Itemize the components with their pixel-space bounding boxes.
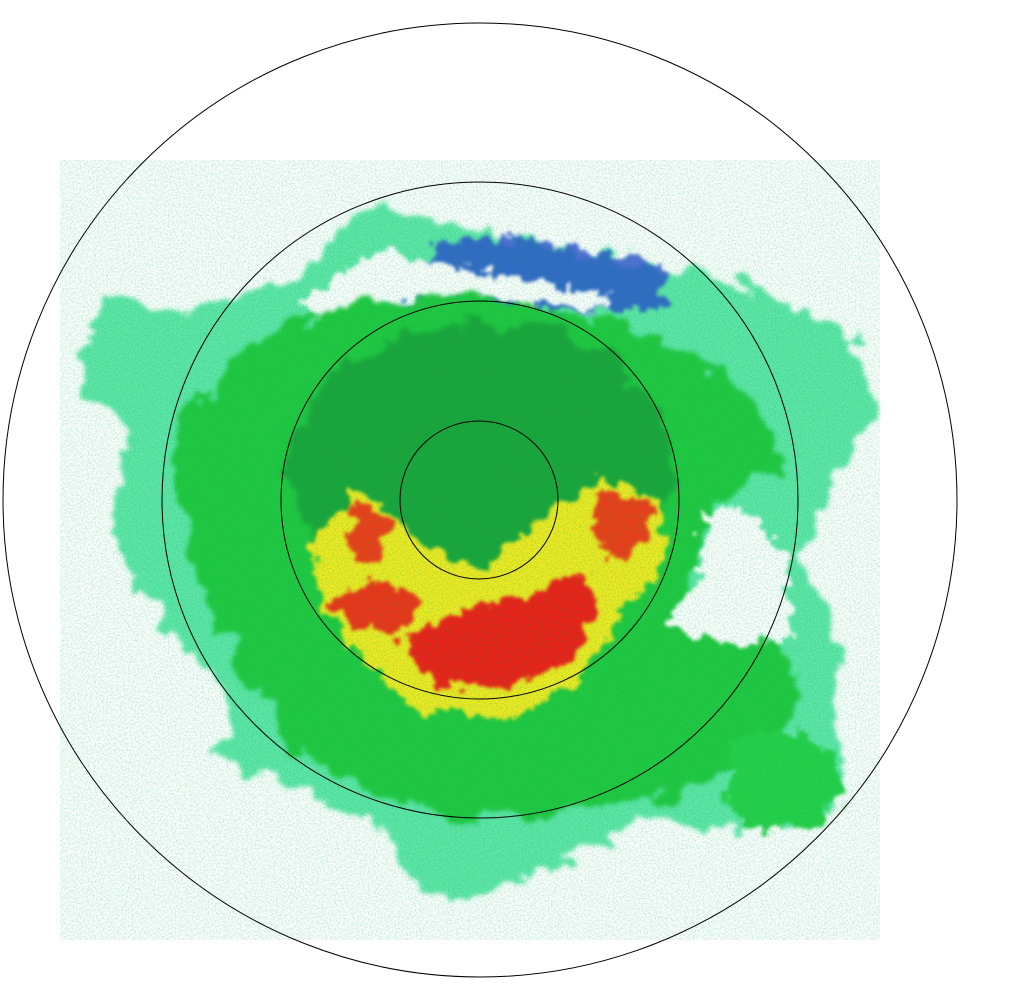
range-ring (399, 420, 559, 580)
range-ring (161, 181, 799, 819)
speckle-texture (60, 160, 880, 940)
range-ring (2, 22, 958, 978)
range-ring (280, 300, 680, 700)
echo-field (60, 160, 880, 940)
range-rings (2, 22, 958, 978)
